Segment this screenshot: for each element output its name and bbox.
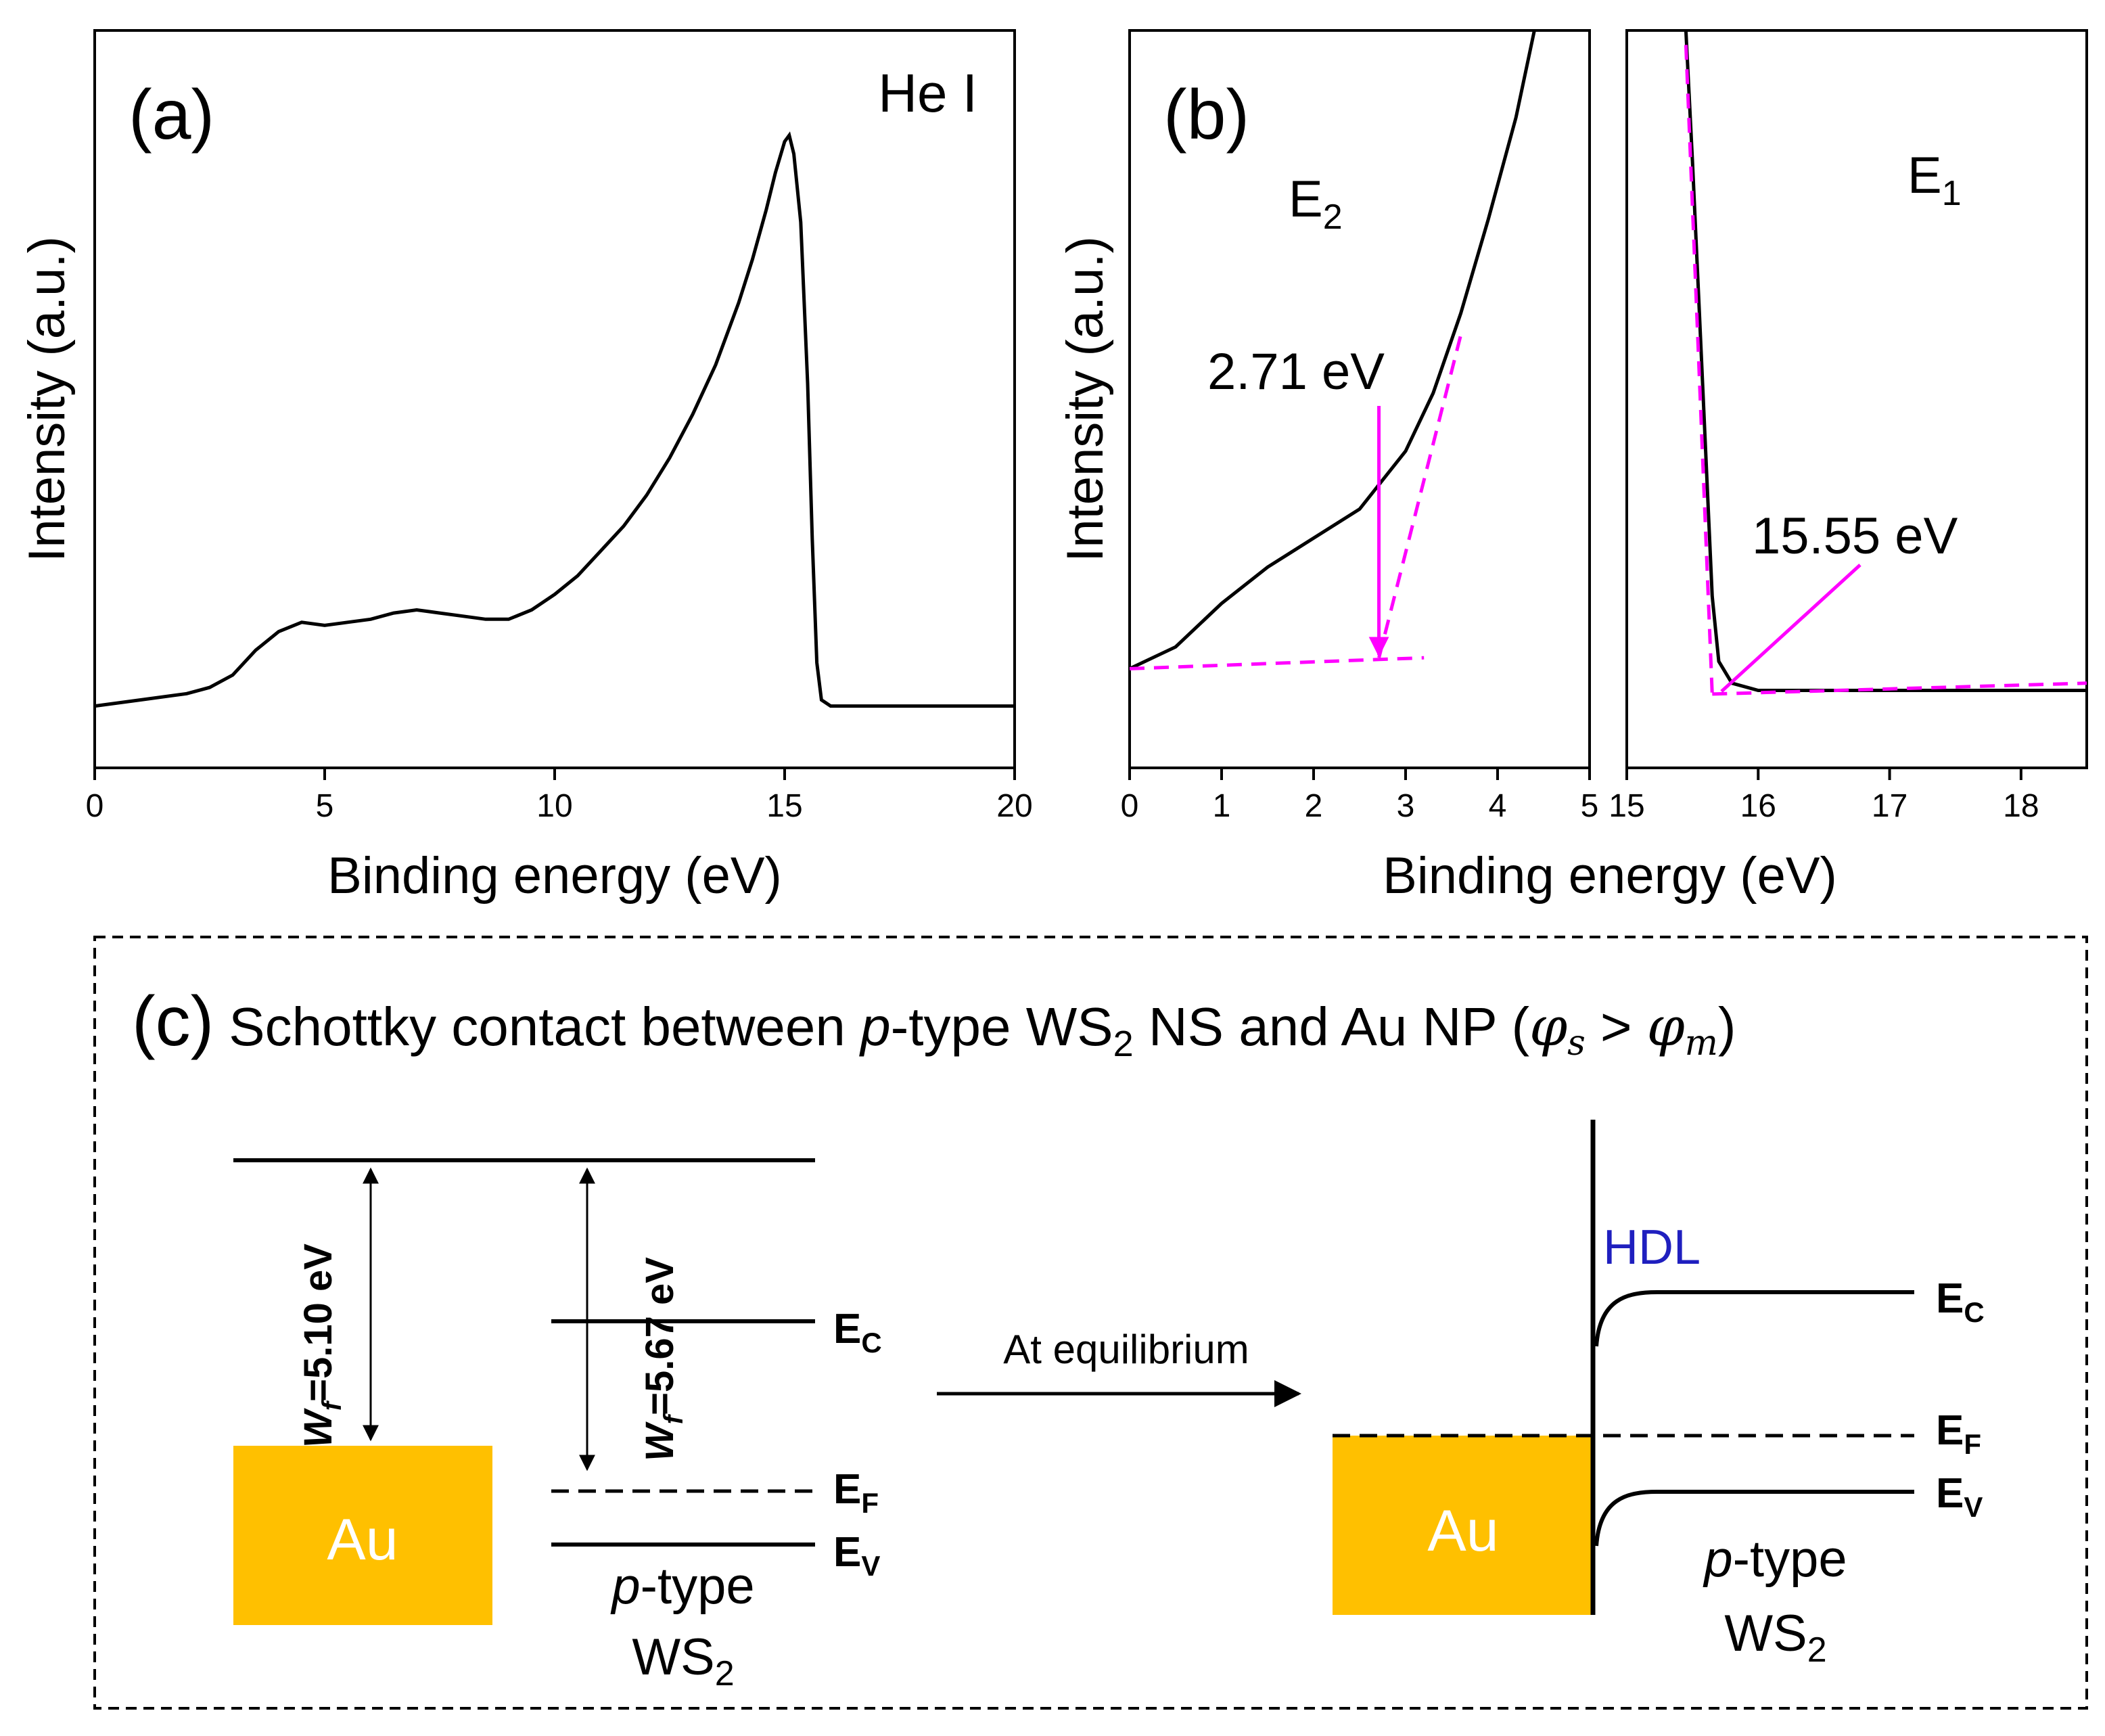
- ef-label-left: EF: [833, 1466, 879, 1519]
- panel-c: (c) Schottky contact between p-type WS2 N…: [93, 936, 2088, 1710]
- panel-a-tick-label: 5: [316, 788, 334, 824]
- panel-b-left-tick-label: 5: [1581, 788, 1599, 824]
- au-label-right: Au: [1427, 1499, 1498, 1563]
- panel-b-left-tick-label: 1: [1213, 788, 1231, 824]
- panel-b-right: E1 15.55 eV 15 16 17 18 Binding energy (eV): [1383, 29, 2088, 905]
- panel-a-title: He I: [878, 63, 977, 123]
- ptype-label-right: p-type: [1703, 1530, 1847, 1588]
- panel-a-tick-label: 0: [86, 788, 104, 824]
- conduction-band-bent: [1594, 1290, 1914, 1347]
- panel-b-right-tick-label: 15: [1609, 788, 1644, 824]
- panel-a-x-label: Binding energy (eV): [327, 847, 782, 905]
- au-block-left: [233, 1446, 492, 1625]
- panel-b-right-tick-label: 18: [2003, 788, 2039, 824]
- panel-b-e2-label: E2: [1289, 170, 1343, 237]
- panel-a-tick-label: 20: [996, 788, 1032, 824]
- panel-b-e1-label: E1: [1907, 147, 1962, 213]
- panel-b-right-series-line: [1684, 30, 2087, 692]
- panel-b-left-x-ticks: 0 1 2 3 4 5: [1121, 768, 1599, 824]
- panel-b-right-annotation-pointer: [1720, 564, 1861, 693]
- panel-a-series-line: [94, 131, 1015, 708]
- panel-a-frame: [93, 29, 1016, 769]
- au-label-left: Au: [327, 1507, 398, 1572]
- panel-b-left-tick-label: 4: [1489, 788, 1507, 824]
- ev-label-right: EV: [1936, 1470, 1983, 1523]
- ev-label-left: EV: [833, 1529, 880, 1582]
- panel-a-tick-label: 10: [536, 788, 572, 824]
- panel-a-tick-label: 15: [766, 788, 802, 824]
- panel-b-left-frame: [1128, 29, 1591, 769]
- panel-c-dashed-frame: [93, 936, 2088, 1710]
- valence-band-bent: [1594, 1490, 1914, 1547]
- panel-b-left-series-line: [1128, 30, 1536, 670]
- ws2-label-right: WS2: [1724, 1605, 1826, 1670]
- panel-b-right-tick-label: 16: [1740, 788, 1776, 824]
- panel-b-left-edge-fit: [1377, 334, 1463, 658]
- panel-b-x-label: Binding energy (eV): [1383, 847, 1837, 905]
- panel-b-letter: (b): [1163, 76, 1249, 154]
- panel-b-left-annotation-label: 2.71 eV: [1207, 343, 1385, 401]
- au-work-function-label: Wf=5.10 eV: [296, 1243, 347, 1448]
- ws2-work-function-label: Wf=5.67 eV: [638, 1257, 689, 1461]
- hdl-label: HDL: [1603, 1220, 1701, 1275]
- panel-a: (a) He I 0 5 10 15 20 Binding energy (eV) In…: [18, 29, 1033, 905]
- panel-b-right-annotation-label: 15.55 eV: [1752, 507, 1958, 565]
- panel-a-letter: (a): [129, 76, 214, 154]
- panel-b-left-tick-label: 3: [1397, 788, 1415, 824]
- panel-b-right-tick-label: 17: [1872, 788, 1907, 824]
- au-block-right: [1333, 1436, 1593, 1615]
- panel-a-x-ticks: 0 5 10 15 20: [86, 768, 1033, 824]
- ec-label-right: EC: [1936, 1275, 1985, 1328]
- panel-b-left-tick-label: 0: [1121, 788, 1139, 824]
- panel-c-title: (c) Schottky contact between p-type WS2 N…: [132, 982, 1736, 1064]
- panel-b-y-label: Intensity (a.u.): [1057, 236, 1114, 562]
- panel-b-left: (b) E2 2.71 eV 0 1 2 3 4 5 Intensity (a.u.): [1057, 29, 1599, 824]
- ptype-label-left: p-type: [610, 1557, 754, 1615]
- panel-b-left-tick-label: 2: [1305, 788, 1323, 824]
- panel-b-right-baseline-fit: [1712, 681, 2087, 696]
- panel-a-y-label: Intensity (a.u.): [18, 236, 76, 562]
- equilibrium-arrow-label: At equilibrium: [1003, 1327, 1249, 1372]
- panel-b-right-frame: [1625, 29, 2088, 769]
- ef-label-right: EF: [1936, 1407, 1981, 1460]
- panel-b-left-baseline-fit: [1129, 656, 1425, 670]
- panel-b-right-edge-fit: [1684, 45, 1714, 695]
- ec-label-left: EC: [833, 1306, 882, 1358]
- panel-b-right-x-ticks: 15 16 17 18: [1609, 768, 2039, 824]
- ws2-label-left: WS2: [632, 1628, 734, 1693]
